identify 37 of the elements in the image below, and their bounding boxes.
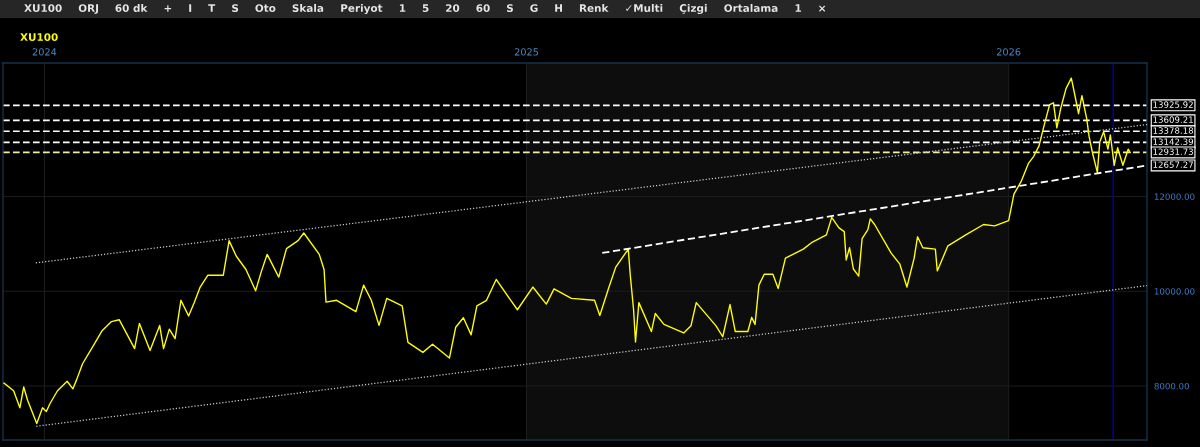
text: 1	[399, 4, 406, 12]
annotation: 12657.27	[1153, 161, 1193, 168]
x-tick-label: 2026	[996, 48, 1021, 56]
text: 1	[795, 4, 802, 12]
ref-line-label: 13925.92	[1153, 101, 1193, 108]
text: Ortalama	[724, 3, 778, 13]
text: H	[555, 4, 563, 12]
text: Renk	[579, 3, 609, 13]
text: Skala	[292, 3, 324, 13]
y-tick-label: 8000.00	[1154, 382, 1189, 390]
text: T	[208, 4, 216, 12]
text: 5	[422, 4, 429, 13]
x-tick-label: 2024	[32, 48, 57, 56]
text: 60 dk	[115, 3, 148, 13]
text: 60	[476, 4, 490, 13]
text: Periyot	[341, 3, 383, 15]
ref-line-label: 13142.39	[1153, 138, 1194, 145]
ref-line-label: 13609.21	[1153, 116, 1193, 123]
y-tick-label: 10000.00	[1154, 288, 1195, 295]
y-tick-label: 12000.00	[1154, 193, 1195, 200]
text: 20	[446, 4, 460, 13]
text: I	[189, 4, 192, 12]
chart-title: XU100	[20, 33, 58, 42]
text: +	[164, 5, 172, 12]
line-series	[3, 77, 1131, 425]
text: XU100	[24, 4, 62, 13]
text: S	[507, 4, 513, 13]
ref-line-label: 12931.73	[1153, 148, 1193, 155]
x-tick-label: 2025	[514, 48, 539, 56]
text: Oto	[255, 4, 276, 13]
text: ×	[819, 5, 826, 12]
text: Çizgi	[679, 3, 707, 15]
text: ORJ	[78, 4, 99, 14]
text: G	[530, 4, 538, 13]
text: S	[232, 4, 239, 13]
text: ✓Multi	[626, 3, 663, 13]
ref-line-label: 13378.18	[1153, 127, 1194, 134]
